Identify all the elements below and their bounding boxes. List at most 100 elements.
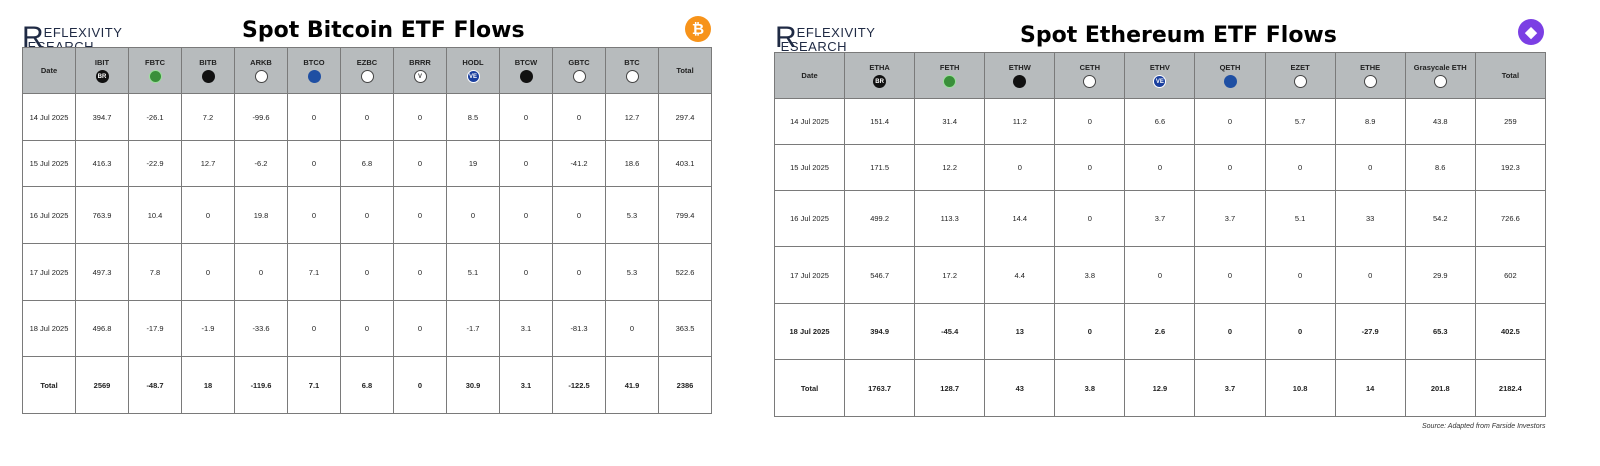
- table-row: 15 Jul 2025 416.3 -22.9 12.7 -6.2 0 6.8 0 19 0 -41…: [22, 140, 712, 187]
- value-cell: 8.6: [1404, 144, 1476, 191]
- value-cell: 192.3: [1474, 144, 1547, 191]
- value-cell: 0: [552, 93, 606, 141]
- fidelity-icon: [943, 75, 957, 88]
- grayscale-icon: [1363, 75, 1377, 88]
- value-cell: 394.9: [844, 303, 916, 360]
- grayscale-icon: [572, 70, 586, 83]
- reflexivity-logo-right: R EFLEXIVITY ESEARCH: [775, 23, 875, 54]
- column-header-label: EZET: [1290, 63, 1310, 72]
- value-cell: 43: [984, 359, 1056, 417]
- column-header-label: BITB: [199, 58, 217, 67]
- value-cell: 7.2: [181, 93, 235, 141]
- value-cell: 12.7: [181, 140, 235, 187]
- value-cell: 0: [446, 186, 500, 244]
- column-header-label: Total: [676, 66, 694, 75]
- value-cell: 0: [234, 243, 288, 301]
- date-cell: Total: [22, 356, 76, 414]
- column-header: EZBC: [340, 47, 394, 94]
- column-header: BITB: [181, 47, 235, 94]
- value-cell: 0: [340, 186, 394, 244]
- column-header: Date: [773, 52, 846, 99]
- value-cell: 0: [181, 243, 235, 301]
- column-header: GBTC: [552, 47, 606, 94]
- column-header-label: IBIT: [94, 58, 110, 67]
- table-row: 17 Jul 2025 497.3 7.8 0 0 7.1 0 0 5.1 0 0 5.3 522.6: [22, 243, 712, 301]
- value-cell: 0: [181, 186, 235, 244]
- value-cell: 0: [552, 243, 606, 301]
- column-header: ETHE: [1334, 52, 1406, 99]
- eth-flows-table: Date ETHA BR FETH ETHW CETH ETHV VE QETH EZET ETHE…: [773, 52, 1547, 417]
- value-cell: 394.7: [75, 93, 129, 141]
- value-cell: 8.5: [446, 93, 500, 141]
- value-cell: 171.5: [844, 144, 916, 191]
- date-cell: 14 Jul 2025: [22, 93, 76, 141]
- value-cell: 402.5: [1474, 303, 1547, 360]
- value-cell: 14.4: [984, 190, 1056, 247]
- value-cell: 0: [1054, 190, 1126, 247]
- value-cell: 497.3: [75, 243, 129, 301]
- bitcoin-icon: ₿: [685, 16, 711, 42]
- total-row: Total 1763.7 128.7 43 3.8 12.9 3.7 10.8 14 201.8 2…: [773, 359, 1547, 417]
- column-header-label: BRRR: [409, 58, 431, 67]
- value-cell: 11.2: [984, 98, 1056, 145]
- value-cell: 2386: [658, 356, 712, 414]
- column-header-label: BTC: [624, 58, 640, 67]
- column-header: BRRR V: [393, 47, 447, 94]
- value-cell: 0: [287, 186, 341, 244]
- value-cell: 3.7: [1194, 190, 1266, 247]
- value-cell: 18.6: [605, 140, 659, 187]
- column-header: FETH: [914, 52, 986, 99]
- date-cell: 15 Jul 2025: [22, 140, 76, 187]
- value-cell: 0: [499, 243, 553, 301]
- value-cell: 19.8: [234, 186, 288, 244]
- value-cell: 54.2: [1404, 190, 1476, 247]
- value-cell: -6.2: [234, 140, 288, 187]
- value-cell: 41.9: [605, 356, 659, 414]
- value-cell: 113.3: [914, 190, 986, 247]
- value-cell: 0: [1054, 98, 1126, 145]
- value-cell: 31.4: [914, 98, 986, 145]
- value-cell: 0: [393, 300, 447, 357]
- value-cell: 2569: [75, 356, 129, 414]
- grayscale-mini-icon: [1433, 75, 1447, 88]
- value-cell: 0: [340, 243, 394, 301]
- value-cell: 416.3: [75, 140, 129, 187]
- value-cell: -33.6: [234, 300, 288, 357]
- total-row: Total 2569 -48.7 18 -119.6 7.1 6.8 0 30.9 3.1 -122…: [22, 356, 712, 414]
- date-cell: 17 Jul 2025: [22, 243, 76, 301]
- value-cell: 363.5: [658, 300, 712, 357]
- value-cell: 3.1: [499, 300, 553, 357]
- value-cell: 13: [984, 303, 1056, 360]
- grayscale-mini-icon: [625, 70, 639, 83]
- value-cell: 201.8: [1404, 359, 1476, 417]
- value-cell: 0: [287, 93, 341, 141]
- value-cell: 3.8: [1054, 246, 1126, 304]
- value-cell: 17.2: [914, 246, 986, 304]
- value-cell: -48.7: [128, 356, 182, 414]
- column-header: FBTC: [128, 47, 182, 94]
- value-cell: 5.7: [1264, 98, 1336, 145]
- column-header-label: QETH: [1219, 63, 1241, 72]
- value-cell: 0: [499, 140, 553, 187]
- column-header-label: Total: [1501, 71, 1520, 80]
- column-header-label: FETH: [939, 63, 960, 72]
- column-header-label: BTCW: [514, 58, 538, 67]
- value-cell: 0: [1194, 98, 1266, 145]
- value-cell: 128.7: [914, 359, 986, 417]
- column-header: ETHW: [984, 52, 1056, 99]
- date-cell: 18 Jul 2025: [22, 300, 76, 357]
- value-cell: -122.5: [552, 356, 606, 414]
- value-cell: 0: [393, 186, 447, 244]
- logo-line-2: ESEARCH: [780, 39, 848, 54]
- table-row: 17 Jul 2025 546.7 17.2 4.4 3.8 0 0 0 0 29.9 602: [773, 246, 1547, 304]
- column-header: BTC: [605, 47, 659, 94]
- vaneck-icon: VE: [466, 70, 480, 83]
- value-cell: 12.7: [605, 93, 659, 141]
- value-cell: 0: [393, 243, 447, 301]
- bitwise-icon: [201, 70, 215, 83]
- column-header-label: GBTC: [568, 58, 590, 67]
- value-cell: 0: [393, 356, 447, 414]
- value-cell: 3.7: [1124, 190, 1196, 247]
- value-cell: 43.8: [1404, 98, 1476, 145]
- value-cell: 29.9: [1404, 246, 1476, 304]
